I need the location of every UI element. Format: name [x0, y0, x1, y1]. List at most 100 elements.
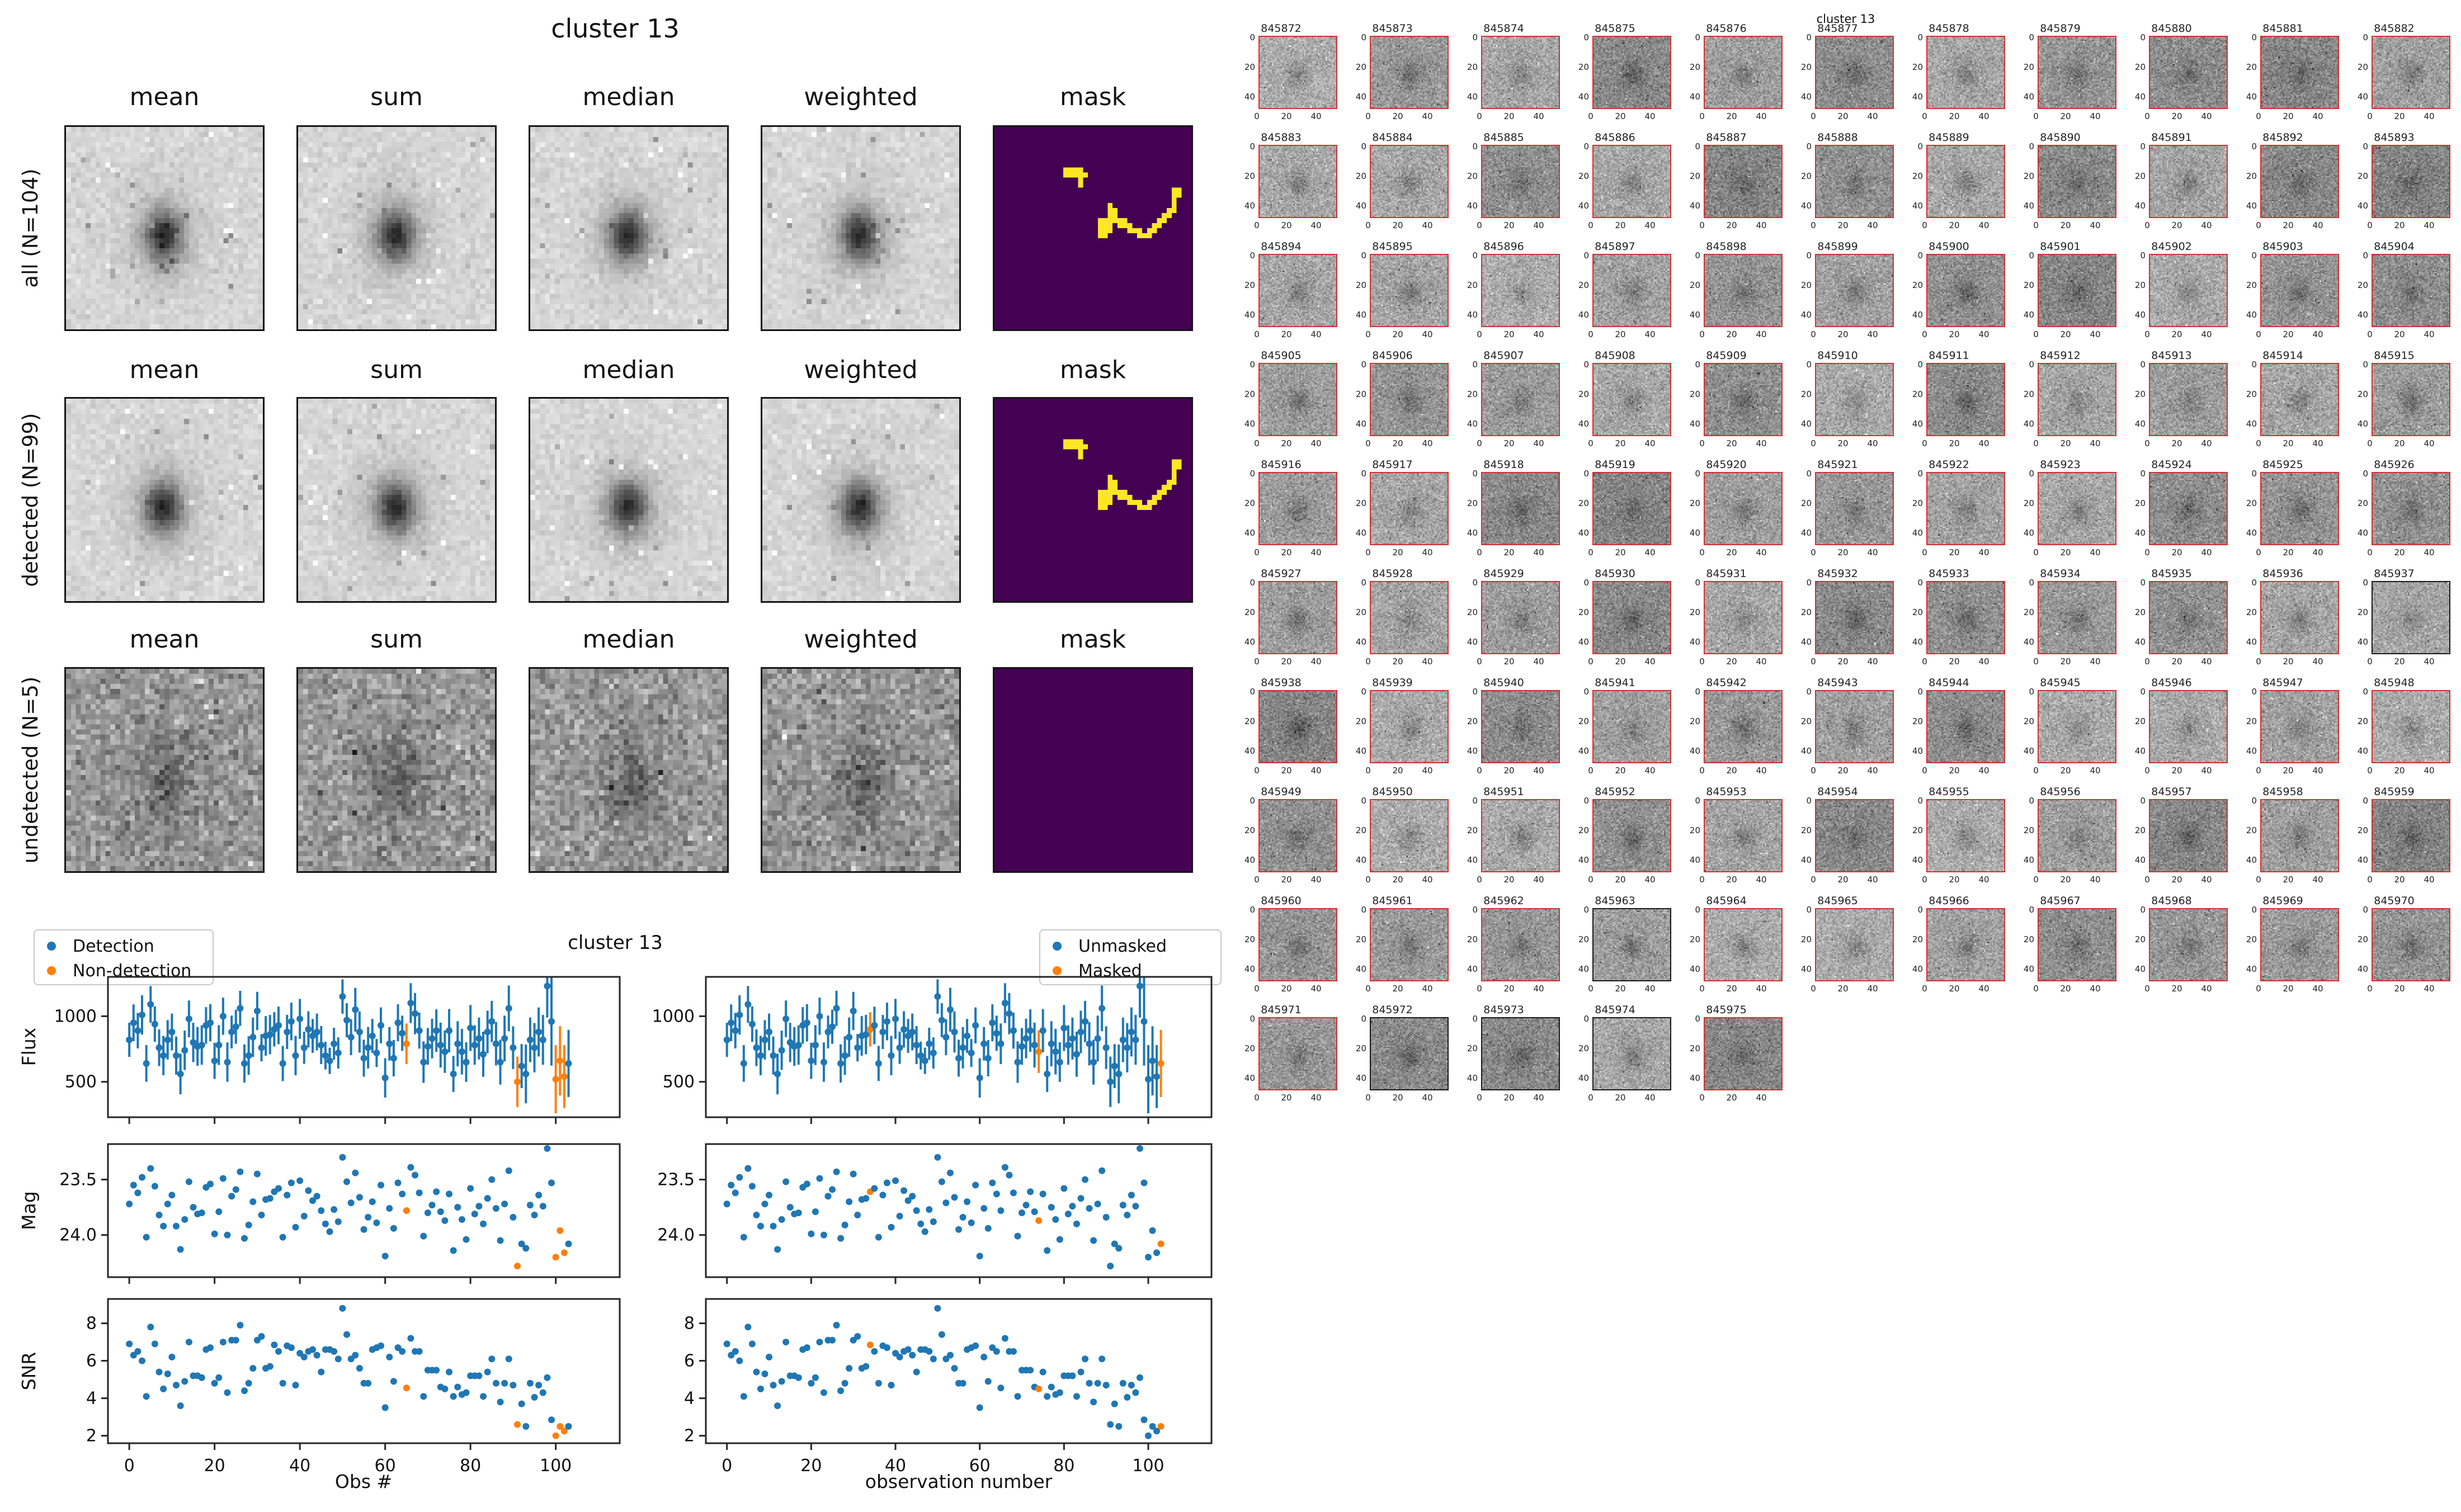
stamp-title-845914: 845914 — [2262, 349, 2303, 362]
xtick-40: 40 — [1644, 547, 1656, 557]
xtick-0: 0 — [1477, 438, 1482, 448]
stamp-mask-row2 — [993, 667, 1193, 873]
stamp-cell-845970: 845970 0 20 40 0 20 40 — [2345, 894, 2456, 1003]
ytick-40: 40 — [2134, 201, 2146, 211]
ytick-20: 20 — [2023, 934, 2034, 944]
xtick-40: 40 — [2090, 875, 2101, 885]
ytick-40: 40 — [1578, 637, 1589, 647]
xtick-20: 20 — [1949, 766, 1960, 776]
stamp-cell-845975: 845975 0 20 40 0 20 40 — [1677, 1003, 1788, 1112]
stamp-mean-row1 — [64, 397, 265, 603]
xtick-40: 40 — [1422, 329, 1433, 339]
stamp-title-845929: 845929 — [1483, 568, 1524, 580]
ytick-0: 0 — [1695, 578, 1700, 588]
xtick-0: 0 — [1699, 656, 1705, 667]
ytick-40: 40 — [1355, 637, 1366, 647]
xtick-40: 40 — [1756, 656, 1767, 667]
xtick-20: 20 — [1281, 111, 1292, 121]
stamp-cell-845932: 845932 0 20 40 0 20 40 — [1788, 566, 1899, 675]
xtick-40: 40 — [1978, 766, 1989, 776]
xtick-40: 40 — [1978, 438, 1989, 448]
ytick-20: 20 — [1578, 607, 1589, 617]
stamp-title-845975: 845975 — [1706, 1004, 1747, 1016]
ytick-40: 40 — [1800, 637, 1812, 647]
stamp-image-845947 — [2260, 690, 2339, 763]
ytick-0: 0 — [2363, 32, 2368, 42]
xtick-0: 0 — [1811, 547, 1816, 557]
ytick-0: 0 — [2251, 141, 2257, 152]
stamp-title-845876: 845876 — [1706, 22, 1747, 35]
stamp-cell-845973: 845973 0 20 40 0 20 40 — [1454, 1003, 1566, 1112]
ytick-20: 20 — [1800, 62, 1812, 72]
ytick-0: 0 — [2251, 469, 2257, 479]
ytick-0: 0 — [2363, 905, 2368, 915]
stamp-image-845970 — [2372, 908, 2450, 981]
ytick-0: 0 — [1917, 905, 1923, 915]
ytick-20: 20 — [2134, 171, 2146, 181]
legend-item-Detection: Detection — [47, 936, 154, 956]
ylabel-snr: SNR — [18, 1352, 40, 1391]
ytick-20: 20 — [1912, 607, 1923, 617]
stamp-image-845918 — [1481, 472, 1560, 545]
stamp-title-845936: 845936 — [2262, 568, 2303, 580]
stamp-title-845879: 845879 — [2040, 22, 2081, 35]
ytick-0: 0 — [1250, 360, 1255, 370]
xtick-20: 20 — [2394, 329, 2405, 339]
row-label-2: undetected (N=5) — [18, 676, 43, 864]
stamp-cell-845896: 845896 0 20 40 0 20 40 — [1454, 239, 1566, 348]
ytick-0: 0 — [1250, 905, 1255, 915]
stamp-cell-845969: 845969 0 20 40 0 20 40 — [2233, 894, 2345, 1003]
xtick-40: 40 — [1533, 438, 1544, 448]
xtick-0: 0 — [2144, 438, 2150, 448]
stamp-cell-845899: 845899 0 20 40 0 20 40 — [1788, 239, 1899, 348]
xtick-40: 40 — [1867, 111, 1878, 121]
xtick-20: 20 — [2060, 220, 2071, 230]
ytick-0: 0 — [1806, 796, 1812, 806]
stamp-cell-845968: 845968 0 20 40 0 20 40 — [2122, 894, 2233, 1003]
stamp-weighted-row1 — [761, 397, 961, 603]
ytick-40: 40 — [2023, 637, 2034, 647]
stamp-image-845954 — [1815, 799, 1894, 872]
ytick-0: 0 — [1695, 1014, 1700, 1024]
xtick-20: 20 — [1726, 438, 1737, 448]
legend-masking: Unmasked Masked — [1039, 929, 1222, 985]
column-header-mask: mask — [1059, 356, 1126, 384]
xtick-0: 0 — [1588, 766, 1593, 776]
stamp-sum-row0 — [296, 125, 497, 331]
ytick-20: 20 — [2134, 62, 2146, 72]
ytick-20: 20 — [1244, 934, 1255, 944]
ytick-0: 0 — [1250, 141, 1255, 152]
xtick-40: 40 — [2090, 547, 2101, 557]
stamp-image-845921 — [1815, 472, 1894, 545]
ytick-20: 20 — [2246, 280, 2257, 290]
xtick-0: 0 — [1699, 984, 1705, 994]
svg-text:60: 60 — [375, 1456, 396, 1476]
ytick-40: 40 — [1244, 528, 1255, 538]
ytick-0: 0 — [2029, 32, 2034, 42]
xtick-0: 0 — [1699, 766, 1705, 776]
stamp-image-845927 — [1258, 581, 1337, 654]
xtick-0: 0 — [1254, 111, 1260, 121]
xtick-0: 0 — [1477, 547, 1482, 557]
stamp-image-845901 — [2038, 254, 2116, 327]
ytick-0: 0 — [1583, 578, 1589, 588]
ytick-20: 20 — [1467, 716, 1478, 726]
xtick-40: 40 — [1756, 329, 1767, 339]
ytick-0: 0 — [1695, 469, 1700, 479]
ytick-0: 0 — [1472, 687, 1478, 697]
xtick-40: 40 — [1756, 438, 1767, 448]
svg-text:40: 40 — [289, 1456, 310, 1476]
stamp-title-845910: 845910 — [1817, 349, 1858, 362]
stamp-title-845952: 845952 — [1595, 786, 1635, 798]
xtick-0: 0 — [2367, 111, 2373, 121]
stamp-cell-845930: 845930 0 20 40 0 20 40 — [1566, 566, 1677, 675]
xtick-0: 0 — [1365, 875, 1371, 885]
ytick-20: 20 — [1467, 607, 1478, 617]
stamp-image-845924 — [2149, 472, 2228, 545]
xtick-0: 0 — [1922, 766, 1927, 776]
ytick-20: 20 — [2246, 934, 2257, 944]
ytick-40: 40 — [1689, 201, 1700, 211]
ytick-40: 40 — [1689, 310, 1700, 320]
stamp-cell-845950: 845950 0 20 40 0 20 40 — [1343, 785, 1454, 894]
stamp-image-845888 — [1815, 145, 1894, 218]
